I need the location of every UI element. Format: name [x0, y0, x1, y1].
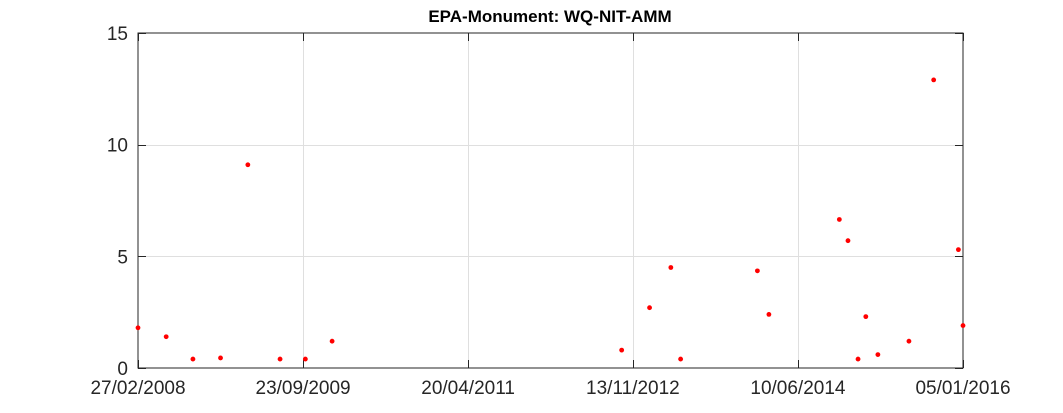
data-point: [845, 238, 851, 244]
x-tick-label: 23/09/2009: [256, 378, 351, 399]
data-point: [875, 352, 881, 357]
data-point: [647, 305, 652, 311]
x-tick-label: 05/01/2016: [915, 378, 1010, 399]
data-point: [302, 356, 308, 362]
data-points: [135, 77, 966, 362]
x-tick-label: 13/11/2012: [586, 378, 680, 399]
data-point: [863, 314, 869, 320]
data-point: [960, 323, 966, 328]
y-tick-label: 0: [117, 359, 128, 380]
x-tick-label: 10/06/2014: [750, 378, 846, 399]
plot-area-background: [138, 33, 963, 368]
data-point: [754, 268, 760, 274]
data-point: [277, 356, 283, 362]
data-point: [955, 247, 961, 253]
y-tick-labels: 0 5 10 15: [107, 24, 128, 380]
data-point: [329, 338, 335, 344]
data-point: [619, 347, 625, 353]
x-tick-labels: 27/02/2008 23/09/2009 20/04/2011 13/11/2012…: [90, 378, 1010, 399]
data-point: [668, 265, 674, 270]
data-point: [245, 162, 251, 168]
data-point: [218, 355, 223, 361]
data-point: [906, 338, 912, 344]
x-tick-label: 20/04/2011: [421, 378, 515, 399]
data-point: [931, 77, 937, 83]
y-tick-label: 15: [107, 24, 128, 45]
grid: [138, 33, 963, 368]
data-point: [678, 356, 684, 362]
chart-title: EPA-Monument: WQ-NIT-AMM: [428, 7, 671, 26]
data-point: [836, 217, 842, 222]
x-tick-label: 27/02/2008: [90, 378, 185, 399]
y-tick-label: 10: [107, 136, 128, 157]
data-point: [135, 325, 141, 331]
y-tick-label: 5: [117, 247, 128, 268]
data-point: [190, 356, 196, 362]
data-point: [855, 356, 861, 362]
data-point: [163, 334, 169, 340]
plot-frame: [137, 32, 964, 369]
data-point: [766, 312, 772, 317]
